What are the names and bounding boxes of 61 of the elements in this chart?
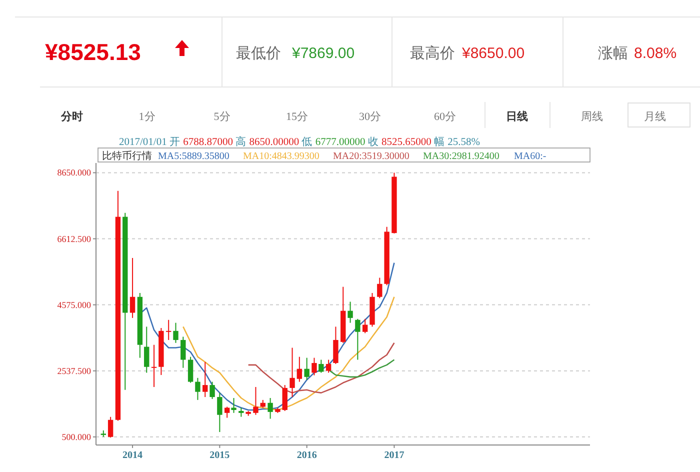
text: 周线	[581, 110, 603, 123]
text: MA10:4843.99300	[243, 151, 320, 162]
candlestick	[290, 347, 295, 398]
text: ¥8525.13	[45, 39, 141, 65]
text: MA60:-	[514, 151, 546, 162]
candlestick	[217, 392, 222, 433]
text: 5分	[214, 111, 230, 123]
candlestick	[108, 416, 114, 438]
x-tick-label: 2015	[210, 450, 230, 461]
candlestick	[333, 326, 338, 364]
y-tick-label: 4575.000	[57, 300, 92, 310]
text: MA5:5889.35800	[158, 151, 230, 162]
x-tick-label: 2016	[296, 450, 317, 461]
candlestick	[296, 356, 302, 382]
text: 1分	[138, 111, 156, 123]
text: 分时	[60, 110, 83, 123]
y-tick-label: 500.000	[62, 432, 92, 442]
text: 月线	[644, 110, 666, 123]
y-tick-label: 2537.500	[57, 366, 92, 376]
text: 15分	[286, 111, 308, 123]
candlestick	[210, 381, 215, 400]
candlestick	[268, 398, 273, 420]
candlestick	[195, 377, 200, 400]
text: 60分	[434, 111, 456, 123]
legend-title: 比特币行情	[102, 150, 152, 162]
candlestick	[173, 322, 178, 344]
candlestick	[377, 277, 382, 299]
text: 30分	[359, 111, 381, 123]
candlestick	[326, 359, 332, 374]
candlestick	[231, 398, 236, 414]
y-tick-label: 8650.000	[57, 168, 92, 178]
candlestick	[180, 336, 186, 368]
text: 最高价	[410, 45, 455, 62]
text: 涨幅	[598, 45, 628, 62]
candlestick	[362, 318, 368, 334]
text: 最低价	[236, 45, 281, 62]
candlestick	[304, 357, 310, 380]
candlestick	[151, 344, 157, 388]
candlestick	[144, 326, 150, 374]
candlestick	[130, 257, 136, 318]
candlestick	[318, 359, 324, 374]
text: MA20:3519.30000	[333, 151, 410, 162]
candlestick	[348, 301, 353, 324]
candlestick	[253, 386, 258, 416]
candlestick	[224, 406, 230, 418]
y-tick-label: 6612.500	[57, 234, 92, 244]
text: MA30:2981.92400	[423, 151, 500, 162]
text: 日线	[506, 110, 528, 123]
candlestick	[166, 319, 172, 340]
candlestick	[355, 318, 360, 360]
text: ¥8650.00	[461, 45, 525, 62]
x-tick-label: 2014	[122, 450, 143, 461]
x-tick-label: 2017	[384, 450, 404, 461]
candlestick	[312, 357, 317, 376]
candlestick	[188, 356, 194, 384]
text: 8.08%	[634, 45, 677, 62]
candlestick	[282, 384, 288, 412]
text: 2017/01/01 开 6788.87000 高 8650.00000 低 6777.00000 收 8525.65000 幅 25.58%	[119, 137, 480, 148]
candlestick	[202, 362, 208, 398]
candlestick	[238, 407, 244, 418]
text: ¥7869.00	[291, 45, 355, 62]
